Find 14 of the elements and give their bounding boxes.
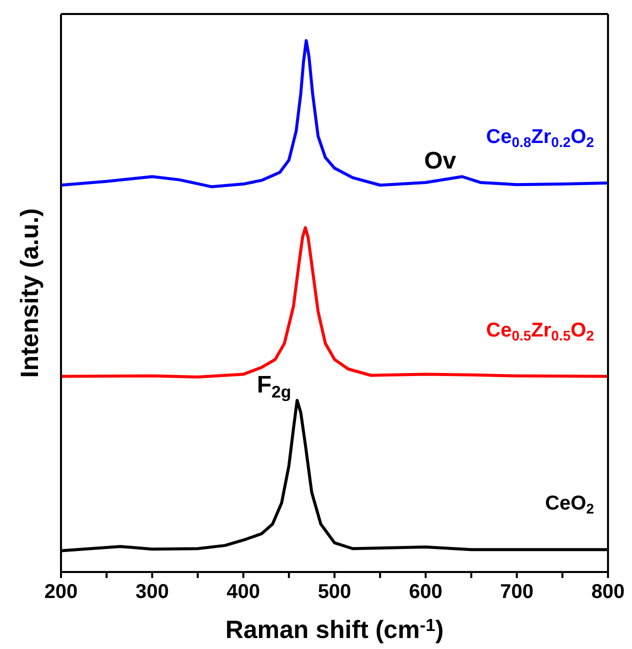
annotation: F$_{2g}$ [256, 371, 292, 402]
series-label: Ce$_{0.8}$Zr$_{0.2}$O$_{2}$ [486, 126, 594, 150]
annotation: Ov [424, 148, 457, 175]
x-tick-label: 500 [318, 581, 352, 603]
series-label: Ce$_{0.5}$Zr$_{0.5}$O$_{2}$ [486, 319, 594, 344]
series-label: CeO$_{2}$ [545, 492, 594, 517]
x-tick-label: 800 [591, 581, 625, 603]
x-tick-label: 400 [226, 581, 260, 603]
x-tick-label: 700 [500, 581, 534, 603]
y-axis-title: Intensity (a.u.) [16, 208, 44, 378]
x-tick-label: 600 [408, 581, 442, 603]
x-tick-label: 300 [135, 581, 169, 603]
x-axis-title: Raman shift (cm$^{-1}$) [225, 614, 444, 644]
x-tick-label: 200 [44, 581, 78, 603]
